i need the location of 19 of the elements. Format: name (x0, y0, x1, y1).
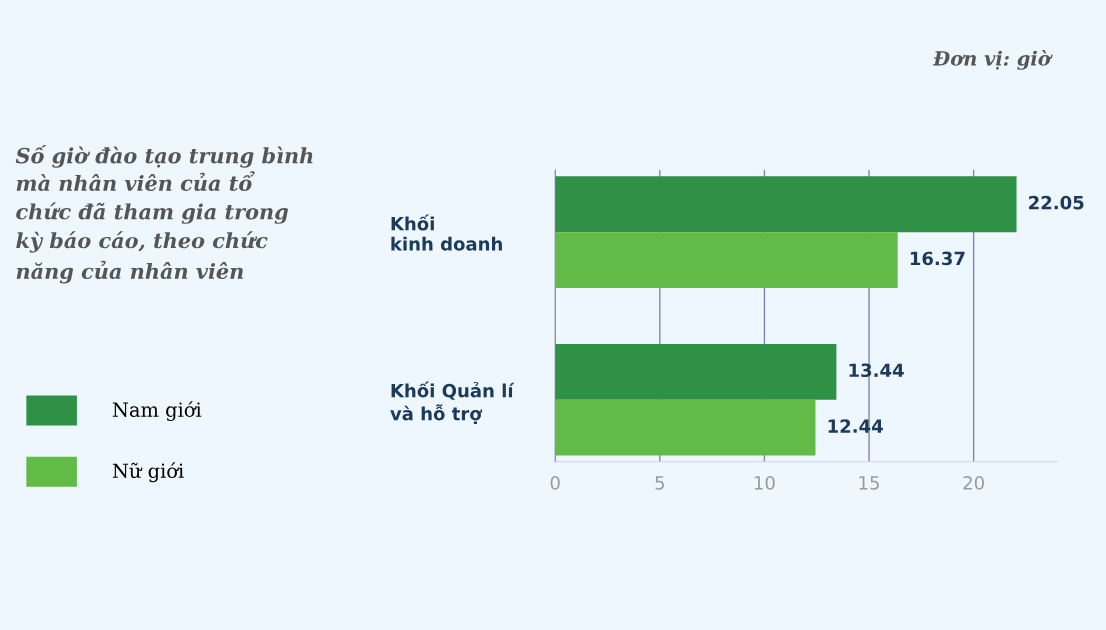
x-tick-label: 20 (963, 476, 984, 490)
data-label: 12.44 (828, 419, 883, 433)
text: Số giờ đào tạo trung bình mà nhân viên của tổ chức đã tham gia trong kỳ báo cáo, theo chức năng của nhân viên (15, 144, 313, 284)
x-tick-label: 0 (550, 476, 560, 490)
data-label: 22.05 (1029, 195, 1084, 210)
x-tick-label: 10 (754, 476, 775, 490)
bar (555, 232, 898, 288)
legend-label: Nam giới (112, 401, 202, 422)
text: Đơn vị: giờ (932, 49, 1053, 70)
x-tick-label: 15 (859, 476, 879, 490)
bar (555, 343, 837, 400)
bar (555, 399, 816, 456)
data-label: 16.37 (910, 251, 965, 266)
x-tick-label: 5 (655, 476, 664, 490)
bar (555, 176, 1017, 233)
y-tick-label: Khối kinh doanh (391, 214, 502, 251)
data-label: 13.44 (849, 363, 904, 378)
y-tick-label: Khối Quản lí và hỗ trợ (390, 381, 515, 425)
legend-label: Nữ giới (112, 462, 184, 483)
